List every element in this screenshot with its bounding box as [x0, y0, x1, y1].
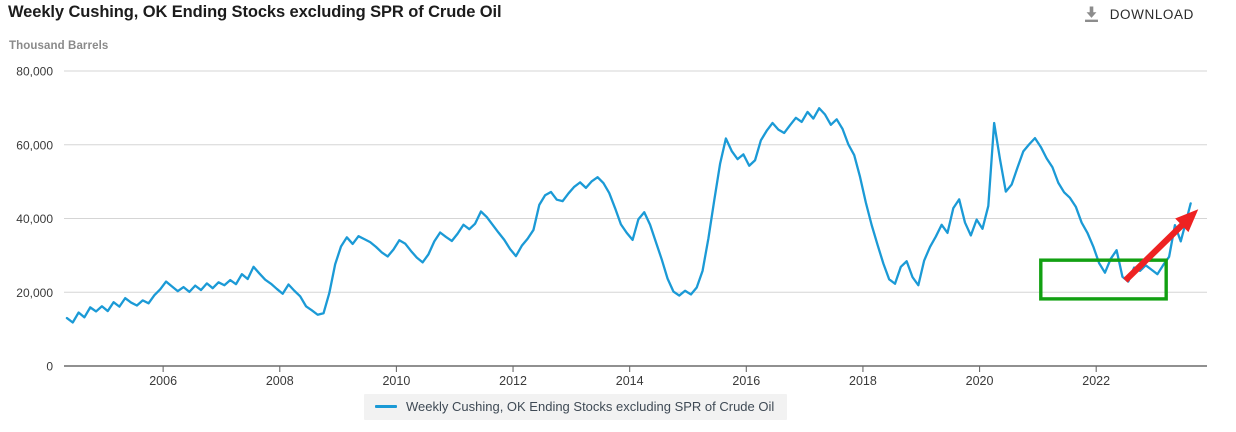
page-title: Weekly Cushing, OK Ending Stocks excludi… — [8, 3, 502, 21]
y-axis-tick-label: 40,000 — [16, 212, 53, 226]
chart-legend: Weekly Cushing, OK Ending Stocks excludi… — [364, 394, 788, 420]
y-axis-tick-label: 80,000 — [16, 65, 53, 79]
y-axis-tick-label: 20,000 — [16, 286, 53, 300]
trend-arrow-head — [1175, 209, 1199, 233]
x-axis-tick-label: 2008 — [266, 374, 294, 388]
legend-swatch-series-0 — [375, 405, 397, 408]
axis-unit-label: Thousand Barrels — [9, 40, 109, 52]
series-line-0 — [65, 107, 1192, 324]
x-axis-tick-label: 2020 — [966, 374, 994, 388]
x-axis-tick-label: 2018 — [849, 374, 877, 388]
highlight-rectangle — [1039, 258, 1168, 301]
x-axis-tick-label: 2010 — [382, 374, 410, 388]
chart-header: Weekly Cushing, OK Ending Stocks excludi… — [0, 0, 1236, 34]
y-axis-tick-label: 0 — [46, 360, 53, 374]
x-axis-tick-label: 2016 — [732, 374, 760, 388]
x-axis-tick-label: 2014 — [616, 374, 644, 388]
x-axis-tick-label: 2022 — [1082, 374, 1110, 388]
download-label: DOWNLOAD — [1109, 7, 1194, 22]
download-icon — [1084, 6, 1098, 23]
x-axis-tick-label: 2012 — [499, 374, 527, 388]
trend-arrow-shaft — [1123, 221, 1187, 283]
download-button[interactable]: DOWNLOAD — [1082, 5, 1194, 24]
legend-label-series-0: Weekly Cushing, OK Ending Stocks excludi… — [406, 399, 775, 414]
x-axis-tick-label: 2006 — [149, 374, 177, 388]
y-axis-tick-label: 60,000 — [16, 138, 53, 152]
